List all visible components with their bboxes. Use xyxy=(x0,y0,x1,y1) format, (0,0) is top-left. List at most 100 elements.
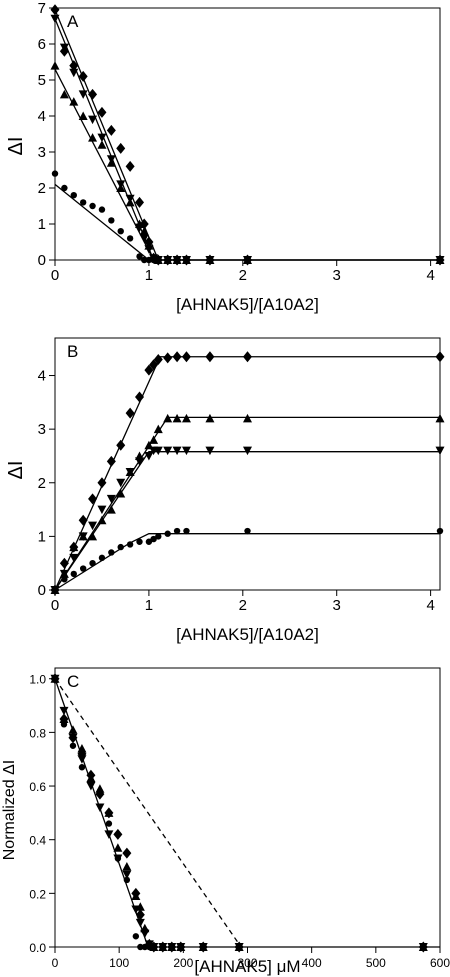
data-point-triangle-up xyxy=(59,89,69,99)
data-point-circle xyxy=(436,527,444,535)
data-point-circle xyxy=(78,764,86,771)
y-tick-label: 0.2 xyxy=(29,887,46,901)
data-point-triangle-up xyxy=(139,226,149,236)
data-point-diamond xyxy=(172,351,182,363)
data-point-triangle-down xyxy=(97,133,107,143)
data-point-triangle-up xyxy=(205,413,215,423)
data-point-triangle-up xyxy=(181,413,191,423)
x-tick-label: 100 xyxy=(109,956,129,970)
data-point-diamond xyxy=(50,4,60,16)
x-tick-label: 1 xyxy=(145,597,153,614)
data-point-circle xyxy=(173,256,181,264)
data-point-circle xyxy=(98,206,106,213)
data-point-triangle-down xyxy=(106,494,116,504)
data-point-triangle-up xyxy=(97,515,107,525)
panel-a: 0 1 2 3 4 0 1 2 3 4 5 6 7 [AHNAK5]/[A10A2] ΔI A xyxy=(5,0,445,314)
series-diamond xyxy=(50,351,445,596)
y-tick-label: 1.0 xyxy=(29,673,46,687)
data-point-circle xyxy=(145,538,153,545)
data-point-diamond xyxy=(125,407,135,419)
data-point-circle xyxy=(136,253,143,260)
y-tick-label: 4 xyxy=(38,108,46,125)
x-tick-label: 1 xyxy=(145,267,153,284)
data-point-circle xyxy=(108,217,115,224)
data-point-triangle-up xyxy=(68,725,78,734)
data-point-triangle-up xyxy=(59,714,69,723)
x-tick-label: 0 xyxy=(51,267,59,284)
x-axis-label: [AHNAK5]/[A10A2] xyxy=(176,295,319,314)
data-point-triangle-up xyxy=(88,133,98,142)
x-tick-label: 0 xyxy=(52,956,59,970)
y-tick-label: 5 xyxy=(38,72,46,89)
data-point-circle xyxy=(70,570,77,578)
plot-frame xyxy=(54,337,441,591)
data-point-triangle-down xyxy=(50,14,60,24)
data-point-circle xyxy=(145,256,153,264)
data-point-circle xyxy=(126,541,134,548)
x-tick-label: 400 xyxy=(302,956,322,970)
y-tick-label: 0.4 xyxy=(29,834,46,848)
x-tick-label: 2 xyxy=(239,597,247,614)
panel-label: B xyxy=(67,342,78,361)
y-tick-label: 0 xyxy=(38,582,46,599)
data-point-circle xyxy=(141,256,148,264)
y-tick-label: 7 xyxy=(38,0,46,17)
y-tick-label: 0.8 xyxy=(29,726,46,740)
data-point-triangle-up xyxy=(116,488,126,498)
data-point-triangle-up xyxy=(144,241,154,250)
data-point-diamond xyxy=(163,352,173,364)
data-point-diamond xyxy=(88,493,98,505)
data-point-circle xyxy=(150,256,157,264)
data-point-triangle-up xyxy=(106,158,116,167)
data-point-circle xyxy=(159,943,166,951)
x-tick-label: 4 xyxy=(426,597,434,614)
y-tick-label: 2 xyxy=(38,180,46,197)
data-point-circle xyxy=(137,943,144,951)
data-point-triangle-up xyxy=(113,843,123,852)
data-point-triangle-down xyxy=(86,782,96,791)
data-point-circle xyxy=(114,855,122,862)
data-point-triangle-up xyxy=(122,862,132,871)
data-point-triangle-down xyxy=(59,569,69,579)
data-point-circle xyxy=(60,721,68,728)
data-point-circle xyxy=(146,943,153,951)
data-point-diamond xyxy=(122,847,132,859)
data-point-triangle-down xyxy=(88,115,98,125)
data-point-diamond xyxy=(149,359,159,371)
data-point-diamond xyxy=(205,351,215,363)
x-axis-label: [AHNAK5]/[A10A2] xyxy=(176,625,319,644)
data-point-circle xyxy=(183,527,190,535)
data-point-triangle-down xyxy=(78,90,88,99)
x-tick-label: 600 xyxy=(430,956,450,970)
data-point-diamond xyxy=(97,106,107,118)
data-point-triangle-down xyxy=(135,457,145,466)
y-tick-label: 0.0 xyxy=(29,941,46,955)
data-point-diamond xyxy=(435,351,445,363)
x-axis-label: [AHNAK5] μM xyxy=(194,957,300,976)
data-point-triangle-down xyxy=(172,446,182,456)
data-point-diamond xyxy=(88,88,98,100)
y-axis-label: ΔI xyxy=(5,461,27,480)
data-point-triangle-down xyxy=(59,43,69,53)
panel-b: 0 1 2 3 4 0 1 2 3 4 [AHNAK5]/[A10A2] ΔI B xyxy=(5,337,445,644)
data-point-triangle-up xyxy=(50,61,60,70)
data-point-diamond xyxy=(113,828,123,840)
y-tick-label: 1 xyxy=(38,528,46,545)
data-point-triangle-up xyxy=(163,413,173,423)
data-point-diamond xyxy=(144,364,154,376)
series-circle xyxy=(51,527,444,594)
data-point-triangle-down xyxy=(77,755,87,764)
data-point-triangle-up xyxy=(106,505,116,514)
data-point-triangle-up xyxy=(69,542,79,552)
x-tick-label: 4 xyxy=(426,267,434,284)
data-point-circle xyxy=(132,933,140,940)
data-point-triangle-up xyxy=(435,413,445,423)
fit-line-triangle-up xyxy=(54,416,440,591)
data-point-circle xyxy=(79,199,87,206)
data-point-circle xyxy=(150,535,157,543)
data-point-triangle-down xyxy=(95,803,105,812)
data-point-triangle-up xyxy=(172,413,182,423)
data-point-diamond xyxy=(97,477,107,489)
x-tick-label: 500 xyxy=(366,956,386,970)
data-point-triangle-up xyxy=(116,183,126,192)
